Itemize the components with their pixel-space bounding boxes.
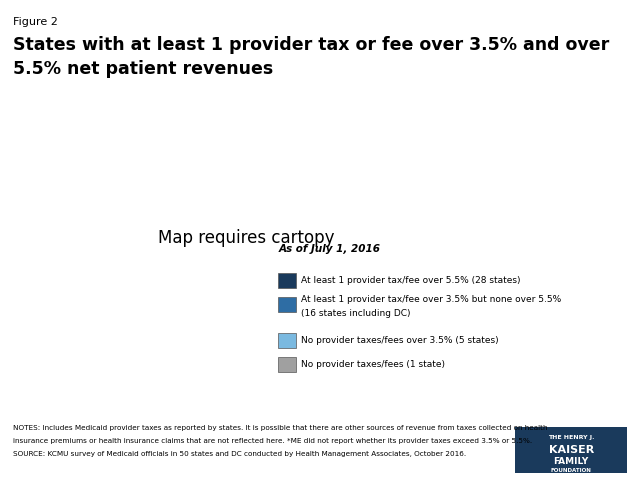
Text: FOUNDATION: FOUNDATION [551,468,591,473]
Text: 5.5% net patient revenues: 5.5% net patient revenues [13,60,273,78]
Text: insurance premiums or health insurance claims that are not reflected here. *ME d: insurance premiums or health insurance c… [13,438,532,444]
Text: FAMILY: FAMILY [554,457,589,466]
Text: No provider taxes/fees (1 state): No provider taxes/fees (1 state) [301,360,445,369]
Text: States with at least 1 provider tax or fee over 3.5% and over: States with at least 1 provider tax or f… [13,36,609,54]
Text: At least 1 provider tax/fee over 5.5% (28 states): At least 1 provider tax/fee over 5.5% (2… [301,276,521,285]
Text: SOURCE: KCMU survey of Medicaid officials in 50 states and DC conducted by Healt: SOURCE: KCMU survey of Medicaid official… [13,451,466,457]
Text: NOTES: Includes Medicaid provider taxes as reported by states. It is possible th: NOTES: Includes Medicaid provider taxes … [13,425,547,431]
Text: At least 1 provider tax/fee over 3.5% but none over 5.5%: At least 1 provider tax/fee over 3.5% bu… [301,296,562,304]
Text: Map requires cartopy: Map requires cartopy [158,228,335,247]
Text: As of July 1, 2016: As of July 1, 2016 [278,244,380,254]
Text: (16 states including DC): (16 states including DC) [301,309,411,318]
Text: THE HENRY J.: THE HENRY J. [548,435,595,440]
Text: No provider taxes/fees over 3.5% (5 states): No provider taxes/fees over 3.5% (5 stat… [301,336,499,345]
Text: Figure 2: Figure 2 [13,17,58,27]
Text: KAISER: KAISER [548,445,594,455]
